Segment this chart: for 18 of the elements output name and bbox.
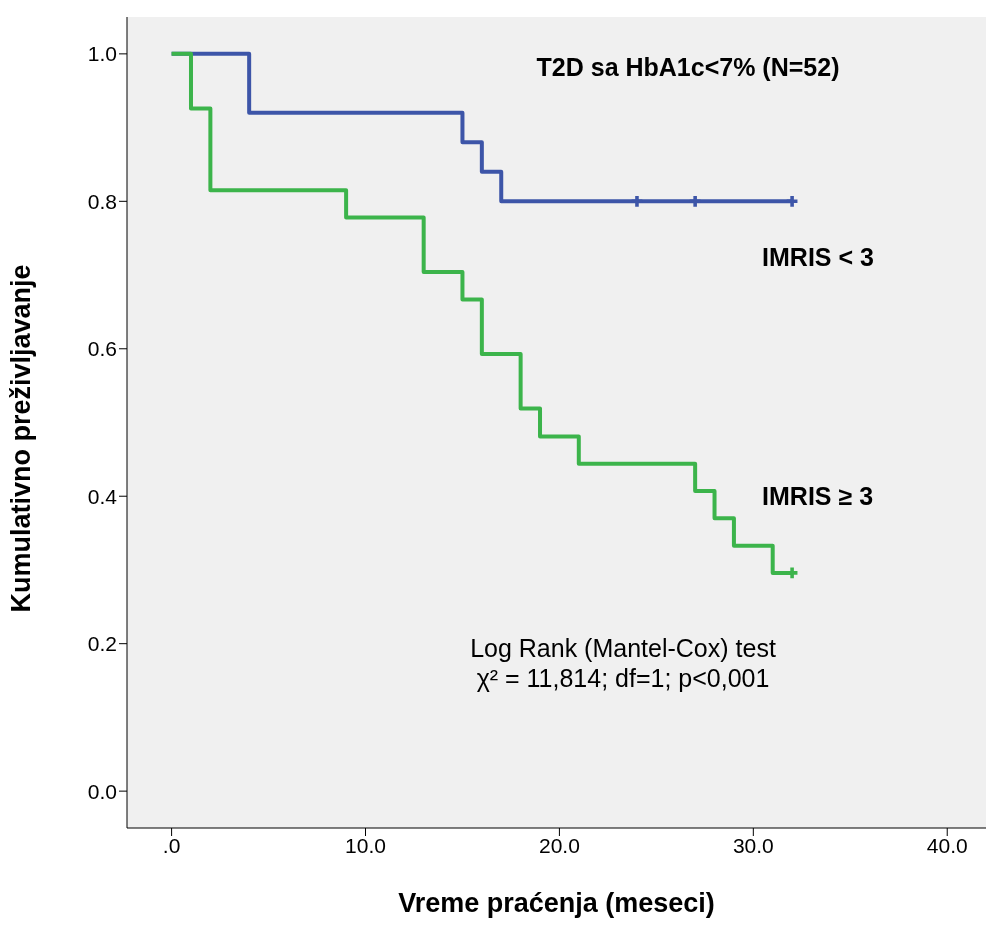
x-axis-title: Vreme praćenja (meseci) bbox=[398, 888, 715, 918]
y-tick-label: 1.0 bbox=[87, 42, 117, 66]
y-tick-label: 0.0 bbox=[87, 779, 117, 803]
annotation: Log Rank (Mantel-Cox) test bbox=[469, 633, 777, 663]
y-tick-label: 0.4 bbox=[87, 484, 118, 508]
y-tick-label: 0.2 bbox=[87, 632, 117, 656]
annotation: χ² = 11,814; df=1; p<0,001 bbox=[475, 663, 771, 693]
series-label: IMRIS ≥ 3 bbox=[762, 481, 874, 510]
x-tick-label: .0 bbox=[162, 833, 181, 857]
x-tick-label: 30.0 bbox=[732, 833, 774, 857]
y-axis-title: Kumulativno preživljavanje bbox=[5, 264, 36, 613]
y-tick-label: 0.6 bbox=[87, 337, 117, 361]
x-tick-label: 20.0 bbox=[538, 833, 580, 857]
x-tick-label: 40.0 bbox=[926, 833, 968, 857]
series-label: IMRIS < 3 bbox=[762, 243, 874, 272]
y-tick-label: 0.8 bbox=[87, 189, 117, 213]
x-tick-label: 10.0 bbox=[345, 833, 386, 857]
text: T2D sa HbA1c<7% (N=52) bbox=[535, 53, 841, 82]
